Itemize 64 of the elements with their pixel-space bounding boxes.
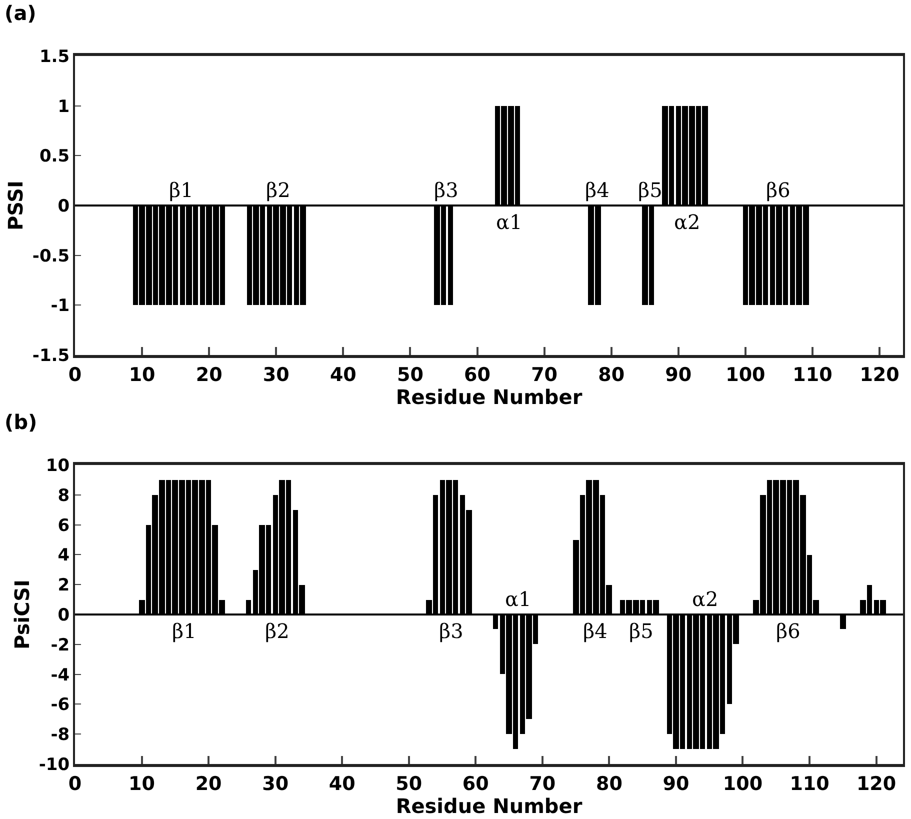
y-tick-label: -6	[50, 695, 70, 716]
x-tick-label: 20	[195, 772, 222, 795]
annotation: α1	[496, 210, 522, 234]
annotation: β6	[776, 619, 800, 643]
annotation: α2	[674, 210, 700, 234]
x-tick-label: 110	[792, 364, 832, 386]
chart-title: (a)	[4, 1, 36, 26]
x-tick-label: 40	[330, 364, 356, 386]
annotation: β4	[585, 178, 610, 202]
x-tick-label: 110	[790, 772, 830, 795]
annotation: β1	[169, 178, 194, 202]
y-tick-label: -4	[50, 665, 70, 686]
annotation: β1	[172, 619, 196, 643]
x-tick-label: 50	[396, 364, 424, 386]
x-tick-label: 80	[598, 364, 625, 386]
x-tick-label: 50	[396, 772, 422, 795]
annotation: α1	[505, 587, 532, 611]
y-tick-label: 1	[58, 96, 70, 117]
x-tick-label: 60	[464, 364, 490, 386]
annotation: β2	[266, 178, 290, 202]
x-tick-label: 70	[529, 772, 556, 795]
y-tick-label: 0	[58, 196, 70, 216]
annotation: α2	[692, 587, 718, 611]
annotation: β3	[434, 178, 458, 202]
x-tick-label: 120	[856, 772, 896, 795]
annotation: β4	[583, 619, 608, 643]
chart-title: (b)	[4, 410, 38, 434]
x-axis-title: Residue Number	[396, 794, 582, 818]
y-tick-label: -1.5	[32, 346, 70, 366]
annotation: β3	[439, 619, 464, 643]
x-tick-label: 100	[726, 364, 766, 386]
annotation: β2	[265, 619, 290, 643]
y-tick-label: 6	[58, 516, 70, 536]
x-tick-label: 40	[328, 772, 356, 795]
y-axis-title: PsiCSI	[10, 580, 34, 650]
annotation: β5	[638, 178, 662, 202]
x-tick-label: 100	[722, 772, 763, 795]
x-axis-title: Residue Number	[396, 385, 582, 409]
y-tick-label: -0.5	[32, 246, 70, 266]
x-tick-label: 30	[262, 364, 290, 386]
y-tick-label: 0.5	[39, 146, 70, 167]
x-tick-label: 80	[596, 772, 622, 795]
x-tick-label: 60	[462, 772, 489, 795]
y-tick-label: -1	[50, 296, 70, 316]
y-tick-label: 1.5	[39, 46, 70, 67]
y-tick-label: 2	[58, 576, 70, 596]
x-tick-label: 30	[262, 772, 289, 795]
y-tick-label: -8	[50, 725, 70, 746]
x-tick-label: 20	[196, 364, 222, 386]
x-tick-label: 90	[662, 772, 690, 795]
y-tick-label: -2	[50, 635, 70, 656]
annotation: β6	[766, 178, 790, 202]
y-tick-label: -10	[38, 754, 70, 775]
y-tick-label: 10	[46, 456, 70, 476]
y-tick-label: 8	[58, 486, 70, 506]
x-tick-label: 10	[128, 364, 156, 386]
y-tick-label: 4	[58, 546, 70, 566]
x-tick-label: 10	[128, 772, 155, 795]
x-tick-label: 90	[665, 364, 692, 386]
x-tick-label: 70	[531, 364, 558, 386]
x-tick-label: 120	[860, 364, 900, 386]
y-tick-label: 0	[58, 605, 70, 626]
y-axis-title: PSSI	[3, 180, 28, 231]
annotation: β5	[629, 619, 654, 643]
